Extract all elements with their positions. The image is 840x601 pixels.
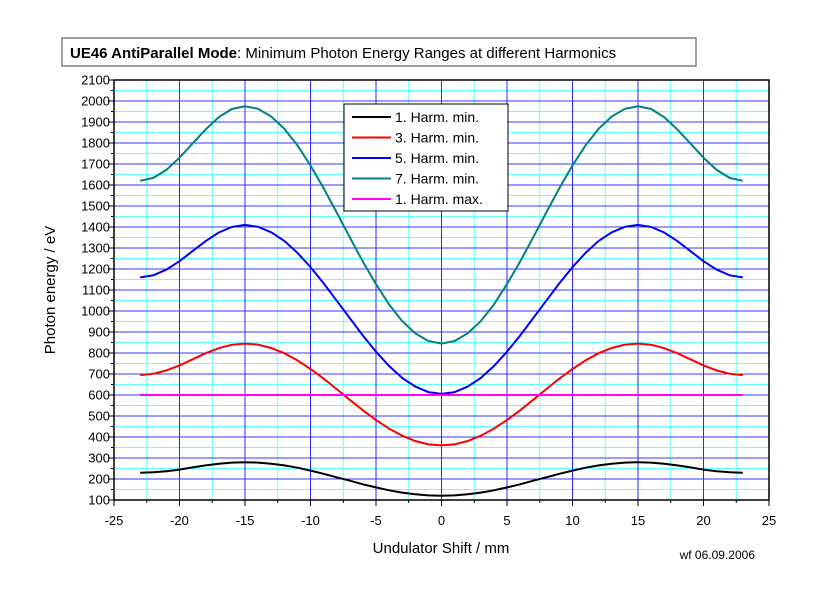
series-line-2 [140,342,743,447]
y-tick-label: 1700 [81,157,110,172]
y-tick-label: 400 [88,430,110,445]
y-tick-label: 2100 [81,73,110,88]
y-tick-label: 900 [88,325,110,340]
legend-label: 7. Harm. min. [395,171,479,187]
y-tick-label: 600 [88,388,110,403]
x-tick-label: -25 [105,513,124,528]
y-tick-label: 200 [88,472,110,487]
x-tick-label: -15 [236,513,255,528]
axes: -25 -20 -15 -10 -5 0 5 10 15 20 25 100 200 300 400 500 6… [81,73,776,529]
series-line-4 [139,105,744,345]
y-tick-label: 1900 [81,115,110,130]
y-tick-label: 100 [88,493,110,508]
y-tick-label: 1600 [81,178,110,193]
x-tick-label: 5 [503,513,510,528]
chart-title-bold: UE46 AntiParallel Mode [70,45,237,62]
x-tick-label: 15 [631,513,645,528]
svg-text:UE46 AntiParallel Mode: Minimu: UE46 AntiParallel Mode: Minimum Photon E… [70,45,616,62]
y-tick-label: 800 [88,346,110,361]
legend: 1. Harm. min. 3. Harm. min. 5. Harm. min. 7… [343,103,509,212]
x-tick-label: -20 [170,513,189,528]
x-tick-label: -10 [301,513,320,528]
grid [113,79,770,501]
title-box: UE46 AntiParallel Mode: Minimum Photon E… [61,37,697,67]
curves [139,105,744,497]
y-tick-label: 300 [88,451,110,466]
y-tick-label: 1300 [81,241,110,256]
y-tick-label: 1500 [81,199,110,214]
x-tick-label: 25 [762,513,776,528]
y-tick-label: 1400 [81,220,110,235]
legend-label: 1. Harm. max. [395,191,483,207]
footnote: wf 06.09.2006 [679,548,756,562]
x-axis-label: Undulator Shift / mm [373,540,510,557]
y-tick-label: 1100 [82,283,110,298]
y-tick-label: 2000 [81,94,110,109]
y-tick-label: 1800 [81,136,110,151]
y-tick-label: 500 [88,409,110,424]
y-tick-label: 700 [88,367,110,382]
x-tick-label: 0 [438,513,445,528]
legend-label: 3. Harm. min. [395,130,479,146]
legend-label: 5. Harm. min. [395,150,479,166]
y-axis-label: Photon energy / eV [42,226,59,354]
y-tick-label: 1000 [81,304,110,319]
legend-label: 1. Harm. min. [395,109,479,125]
series-line-1 [140,461,743,497]
series-line-3 [140,223,743,395]
x-tick-label: 20 [696,513,710,528]
x-tick-label: 10 [565,513,579,528]
x-tick-label: -5 [370,513,382,528]
y-tick-label: 1200 [81,262,110,277]
chart-title-rest: : Minimum Photon Energy Ranges at differ… [237,45,616,62]
